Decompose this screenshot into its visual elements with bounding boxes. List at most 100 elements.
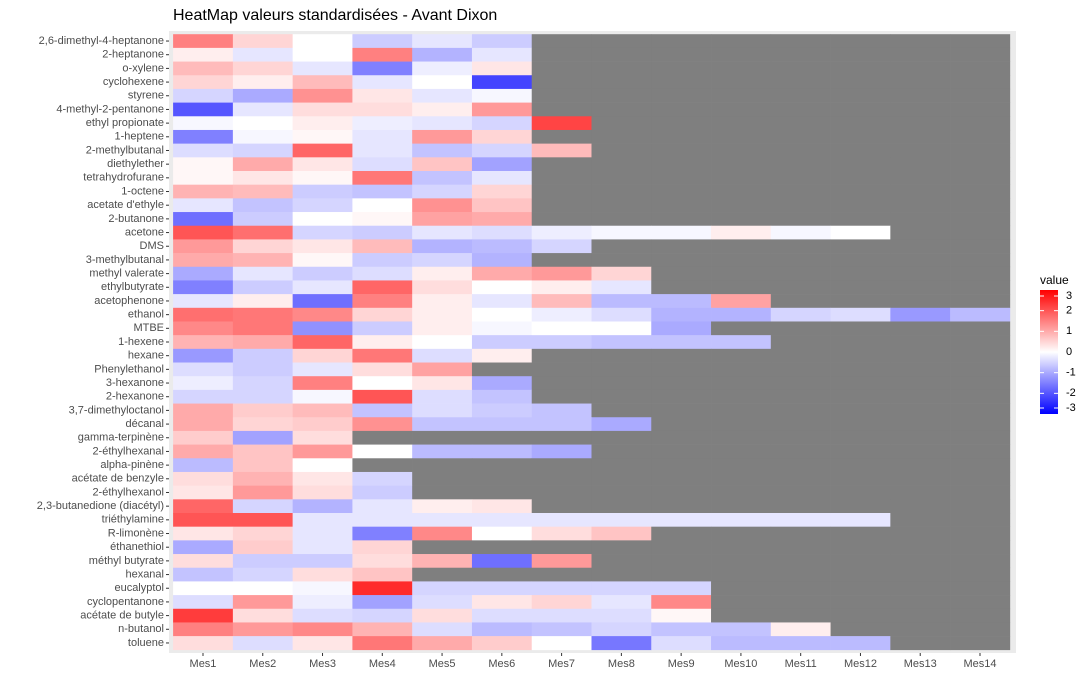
- cell: [173, 102, 234, 117]
- cell: [292, 417, 353, 432]
- missing-cell: [711, 143, 772, 158]
- missing-cell: [770, 47, 831, 62]
- missing-cell: [890, 554, 951, 569]
- cell: [173, 513, 234, 527]
- missing-cell: [591, 102, 652, 117]
- missing-cell: [711, 362, 772, 377]
- cell: [890, 307, 951, 322]
- missing-cell: [711, 184, 772, 199]
- cell: [292, 636, 353, 651]
- missing-cell: [711, 212, 772, 227]
- missing-cell: [651, 266, 712, 281]
- cell: [352, 595, 413, 610]
- cell: [232, 253, 293, 268]
- cell: [232, 608, 293, 623]
- missing-cell: [591, 143, 652, 158]
- missing-cell: [830, 198, 891, 213]
- missing-cell: [830, 75, 891, 90]
- cell: [173, 581, 234, 596]
- missing-cell: [890, 184, 951, 199]
- missing-cell: [770, 280, 831, 295]
- y-tick-label: n-butanol: [118, 623, 164, 635]
- missing-cell: [950, 485, 1011, 500]
- cell: [770, 307, 831, 322]
- y-tick-label: acetophenone: [94, 295, 164, 307]
- x-tick-label: Mes10: [724, 658, 757, 670]
- y-tick-label: éthanethiol: [110, 541, 164, 553]
- cell: [412, 239, 473, 254]
- missing-cell: [651, 171, 712, 185]
- cell: [471, 198, 533, 213]
- missing-cell: [890, 471, 951, 486]
- missing-cell: [651, 61, 712, 76]
- cell: [830, 225, 891, 240]
- cell: [531, 526, 592, 541]
- cell: [711, 294, 772, 309]
- cell: [591, 335, 652, 350]
- missing-cell: [890, 444, 951, 459]
- missing-cell: [651, 389, 712, 404]
- missing-cell: [830, 403, 891, 418]
- missing-cell: [711, 444, 772, 459]
- cell: [651, 636, 712, 651]
- cell: [352, 307, 413, 322]
- cell: [412, 184, 473, 199]
- missing-cell: [591, 34, 652, 49]
- missing-cell: [651, 348, 712, 363]
- missing-cell: [890, 403, 951, 418]
- cell: [591, 581, 652, 596]
- cell: [412, 75, 473, 90]
- cell: [591, 636, 652, 651]
- cell: [173, 636, 234, 651]
- y-tick-label: diethylether: [107, 158, 164, 170]
- cell: [232, 444, 293, 459]
- missing-cell: [890, 212, 951, 227]
- missing-cell: [711, 526, 772, 541]
- cell: [292, 403, 353, 418]
- missing-cell: [950, 348, 1011, 363]
- missing-cell: [830, 335, 891, 350]
- cell: [531, 116, 592, 131]
- missing-cell: [591, 129, 652, 144]
- y-tick-label: 1-hexene: [118, 336, 164, 348]
- missing-cell: [591, 362, 652, 377]
- missing-cell: [890, 499, 951, 514]
- x-tick-label: Mes6: [488, 658, 515, 670]
- missing-cell: [770, 485, 831, 500]
- cell: [412, 608, 473, 623]
- cell: [412, 129, 473, 144]
- y-tick-label: acetate d'ethyle: [87, 199, 164, 211]
- missing-cell: [412, 485, 473, 500]
- missing-cell: [412, 540, 473, 555]
- missing-cell: [711, 348, 772, 363]
- cell: [292, 280, 353, 295]
- y-tick-label: 1-heptene: [114, 131, 164, 143]
- y-tick-label: 3-hexanone: [106, 377, 164, 389]
- cell: [173, 171, 234, 185]
- missing-cell: [830, 417, 891, 432]
- cell: [471, 403, 533, 418]
- missing-cell: [830, 266, 891, 281]
- missing-cell: [531, 184, 592, 199]
- cell: [770, 636, 831, 651]
- cell: [352, 143, 413, 158]
- missing-cell: [770, 348, 831, 363]
- missing-cell: [651, 376, 712, 391]
- cell: [232, 102, 293, 117]
- missing-cell: [830, 280, 891, 295]
- cell: [292, 335, 353, 350]
- y-tick-label: alpha-pinène: [100, 459, 164, 471]
- missing-cell: [651, 102, 712, 117]
- missing-cell: [770, 403, 831, 418]
- cell: [232, 335, 293, 350]
- cell: [412, 499, 473, 514]
- y-tick-label: acétate de benzyle: [72, 473, 164, 485]
- cell: [531, 335, 592, 350]
- missing-cell: [950, 266, 1011, 281]
- cell: [352, 88, 413, 103]
- cell: [173, 608, 234, 623]
- y-tick-label: ethanol: [128, 309, 164, 321]
- missing-cell: [830, 129, 891, 144]
- missing-cell: [890, 294, 951, 309]
- cell: [412, 362, 473, 377]
